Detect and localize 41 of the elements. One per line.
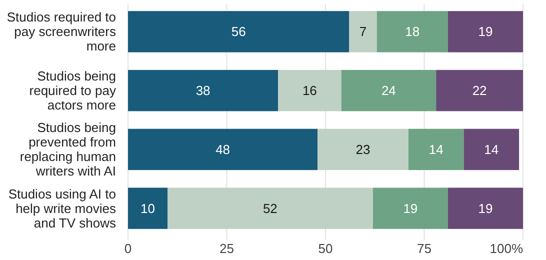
data-label: 19 — [478, 24, 493, 40]
bar — [372, 188, 448, 229]
data-label: 14 — [484, 142, 499, 157]
data-label: 24 — [381, 83, 396, 98]
bar — [448, 188, 523, 229]
x-tick-label: 100% — [490, 241, 524, 256]
bar — [436, 70, 523, 112]
bar — [128, 70, 278, 112]
bar — [408, 128, 464, 170]
bar — [168, 188, 373, 229]
data-label: 7 — [359, 24, 367, 40]
bar — [128, 11, 350, 52]
bar — [128, 128, 318, 170]
bar — [448, 11, 523, 52]
bar — [341, 70, 436, 112]
data-label: 38 — [196, 83, 210, 98]
data-label: 10 — [140, 200, 155, 216]
bar — [318, 128, 408, 170]
y-tick-label: Studios being prevented from replacing human writers with AI — [20, 120, 116, 179]
x-tick-label: 75 — [417, 241, 432, 256]
x-tick-label: 50 — [318, 241, 333, 256]
y-tick-label: Studios being required to pay actors more — [29, 68, 116, 113]
y-tick-label: Studios using AI to help write movies and TV shows — [8, 186, 116, 230]
data-label: 19 — [478, 200, 493, 216]
data-label: 23 — [356, 142, 370, 157]
data-label: 19 — [403, 200, 418, 216]
bar — [278, 70, 342, 112]
bar — [349, 11, 377, 52]
data-label: 14 — [428, 142, 444, 157]
data-label: 52 — [262, 200, 278, 216]
data-label: 56 — [231, 24, 246, 40]
x-tick-label: 25 — [220, 241, 234, 256]
data-label: 22 — [472, 83, 487, 98]
data-label: 18 — [405, 24, 420, 40]
bar — [128, 188, 168, 229]
bar — [464, 128, 520, 170]
bar — [376, 11, 448, 52]
data-label: 16 — [302, 83, 317, 98]
x-tick-label: 0 — [124, 241, 132, 256]
data-label: 48 — [216, 142, 230, 157]
y-tick-label: Studios required to pay screenwriters more — [6, 10, 116, 54]
